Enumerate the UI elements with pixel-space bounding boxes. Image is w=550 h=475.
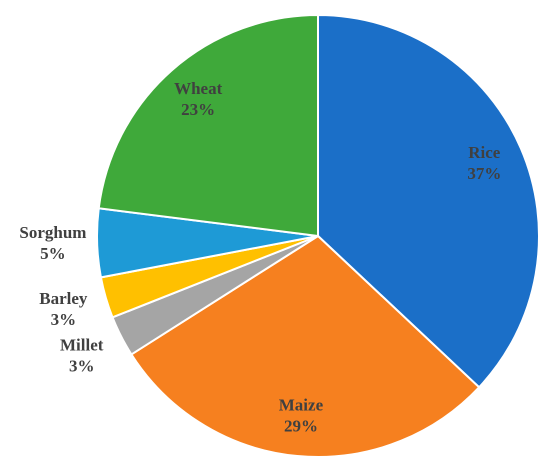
slice-label: Barley [39, 289, 88, 308]
pie-slice [130, 234, 481, 458]
slice-value-label: 37% [467, 164, 501, 183]
slice-label: Maize [279, 395, 324, 414]
slice-label: Sorghum [19, 223, 86, 242]
slice-label: Millet [60, 335, 104, 354]
slice-value-label: 5% [40, 244, 66, 263]
slice-label: Wheat [174, 79, 223, 98]
slice-value-label: 3% [69, 356, 95, 375]
slice-label: Rice [468, 143, 501, 162]
slice-value-label: 23% [181, 100, 215, 119]
pie-slice [97, 13, 319, 238]
slice-value-label: 3% [51, 310, 77, 329]
slice-value-label: 29% [284, 416, 318, 435]
pie-slice [317, 13, 540, 389]
